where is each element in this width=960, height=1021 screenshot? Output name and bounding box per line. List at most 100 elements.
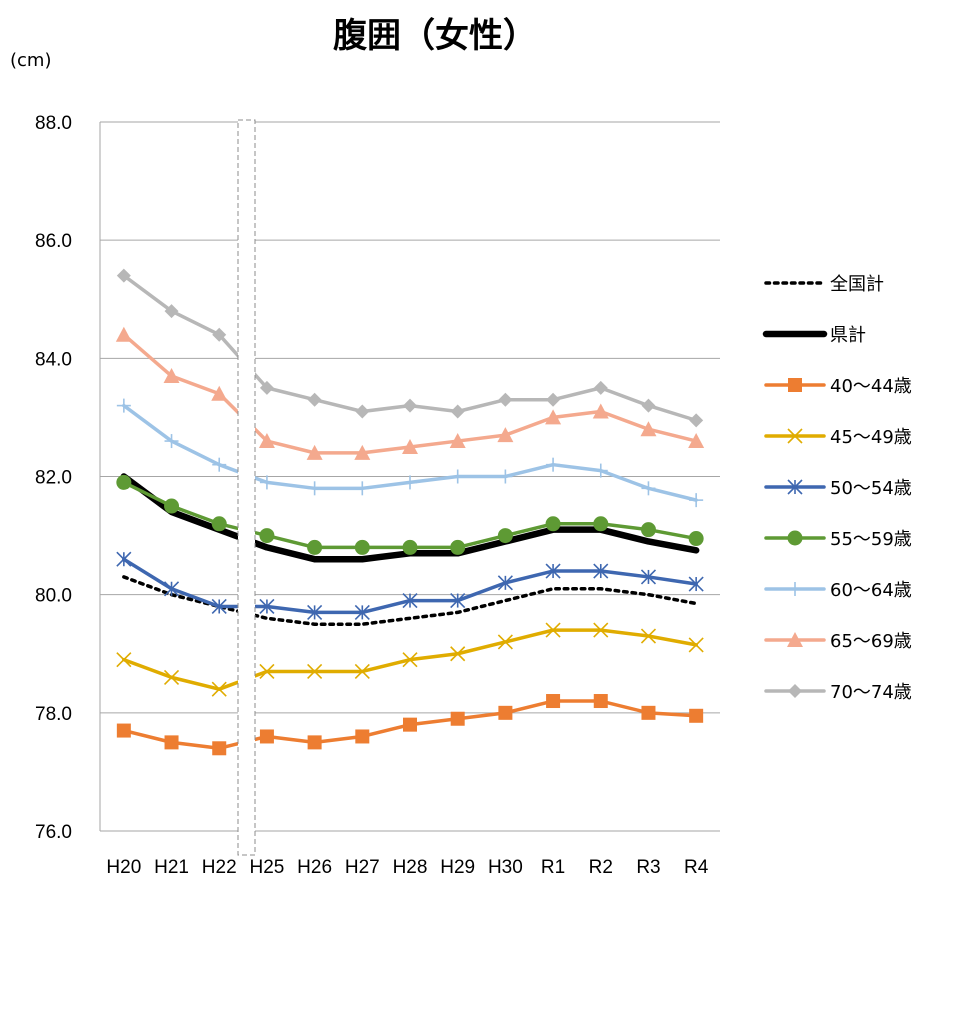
data-point bbox=[787, 530, 803, 546]
y-axis-unit-label: (cm) bbox=[10, 50, 52, 71]
data-point bbox=[450, 404, 465, 419]
data-point bbox=[593, 463, 608, 478]
x-tick-label: H29 bbox=[440, 857, 475, 878]
data-point bbox=[403, 717, 417, 732]
data-point bbox=[641, 481, 656, 496]
data-point bbox=[307, 539, 323, 555]
data-point bbox=[355, 481, 370, 496]
data-point bbox=[402, 652, 418, 668]
data-point bbox=[498, 392, 513, 407]
break-mask bbox=[238, 120, 255, 855]
x-tick-label: R4 bbox=[684, 857, 709, 878]
data-point bbox=[164, 304, 179, 319]
data-point bbox=[497, 634, 513, 650]
data-point bbox=[164, 498, 180, 514]
data-point bbox=[592, 403, 609, 419]
x-tick-label: H20 bbox=[106, 857, 141, 878]
legend-swatch bbox=[764, 281, 826, 285]
x-tick-label: R1 bbox=[541, 857, 565, 878]
data-point bbox=[116, 268, 131, 283]
data-point bbox=[164, 735, 179, 750]
data-point bbox=[449, 433, 466, 449]
data-point bbox=[788, 684, 802, 698]
legend-swatch bbox=[762, 330, 828, 338]
data-point bbox=[163, 581, 180, 597]
data-point bbox=[788, 378, 802, 392]
legend-label: 70～74歳 bbox=[830, 682, 912, 703]
x-tick-label: H28 bbox=[393, 857, 428, 878]
data-point bbox=[354, 444, 371, 460]
y-axis-ticks: 76.0 78.0 80.0 82.0 84.0 86.0 88.0 bbox=[35, 113, 72, 843]
data-point bbox=[640, 522, 656, 538]
break-outline bbox=[237, 119, 256, 856]
data-point bbox=[259, 380, 274, 395]
series-line bbox=[122, 332, 698, 455]
data-point bbox=[497, 427, 514, 443]
data-point bbox=[545, 409, 562, 425]
data-point bbox=[546, 694, 561, 709]
data-point bbox=[211, 516, 227, 532]
series-lines bbox=[115, 268, 705, 756]
legend-label: 県計 bbox=[830, 325, 866, 346]
data-point bbox=[116, 652, 132, 668]
data-point bbox=[259, 663, 275, 680]
data-point bbox=[450, 539, 466, 555]
data-point bbox=[498, 705, 513, 720]
series-line bbox=[122, 480, 698, 550]
data-point bbox=[689, 493, 704, 508]
data-point bbox=[115, 326, 132, 342]
data-point bbox=[640, 421, 657, 437]
data-point bbox=[497, 575, 513, 591]
data-point bbox=[641, 398, 656, 413]
data-point bbox=[212, 741, 227, 756]
data-point bbox=[307, 604, 323, 620]
legend-swatch bbox=[764, 530, 826, 546]
data-point bbox=[355, 729, 370, 744]
data-point bbox=[307, 663, 323, 680]
data-point bbox=[450, 593, 466, 609]
data-point bbox=[403, 475, 417, 490]
data-point bbox=[402, 438, 418, 454]
data-point bbox=[593, 563, 609, 579]
legend-label: 50～54歳 bbox=[830, 478, 912, 499]
legend-swatch bbox=[764, 378, 826, 392]
data-point bbox=[164, 434, 179, 449]
data-point bbox=[258, 433, 275, 449]
data-point bbox=[116, 723, 131, 738]
data-point bbox=[259, 475, 274, 490]
y-tick-label: 78.0 bbox=[35, 704, 72, 725]
y-tick-label: 82.0 bbox=[35, 468, 72, 489]
legend-label: 45～49歳 bbox=[830, 427, 912, 448]
data-point bbox=[355, 404, 370, 419]
data-point bbox=[593, 694, 608, 709]
y-tick-label: 88.0 bbox=[35, 113, 72, 134]
legend-swatch bbox=[764, 479, 826, 495]
chart-title: 腹囲（女性） bbox=[333, 16, 537, 56]
data-point bbox=[788, 582, 802, 596]
x-tick-label: H25 bbox=[249, 857, 284, 878]
data-point bbox=[354, 604, 370, 620]
legend-label: 65～69歳 bbox=[830, 631, 912, 652]
data-point bbox=[116, 474, 132, 490]
data-point bbox=[306, 444, 323, 460]
data-point bbox=[163, 368, 180, 384]
data-point bbox=[688, 576, 704, 592]
x-tick-label: H21 bbox=[154, 857, 189, 878]
legend-label: 40～44歳 bbox=[830, 376, 912, 397]
data-point bbox=[545, 622, 561, 638]
data-point bbox=[354, 663, 370, 680]
data-point bbox=[688, 637, 704, 653]
axis-break-marker bbox=[237, 119, 256, 856]
data-point bbox=[497, 528, 513, 544]
y-tick-label: 86.0 bbox=[35, 231, 72, 252]
data-point bbox=[212, 457, 227, 472]
x-tick-label: H22 bbox=[202, 857, 237, 878]
data-point bbox=[688, 433, 705, 449]
legend-swatch bbox=[764, 684, 826, 698]
data-point bbox=[640, 628, 657, 644]
x-tick-label: H27 bbox=[345, 857, 380, 878]
data-point bbox=[545, 516, 561, 532]
data-point bbox=[259, 598, 275, 615]
x-tick-label: H30 bbox=[488, 857, 523, 878]
